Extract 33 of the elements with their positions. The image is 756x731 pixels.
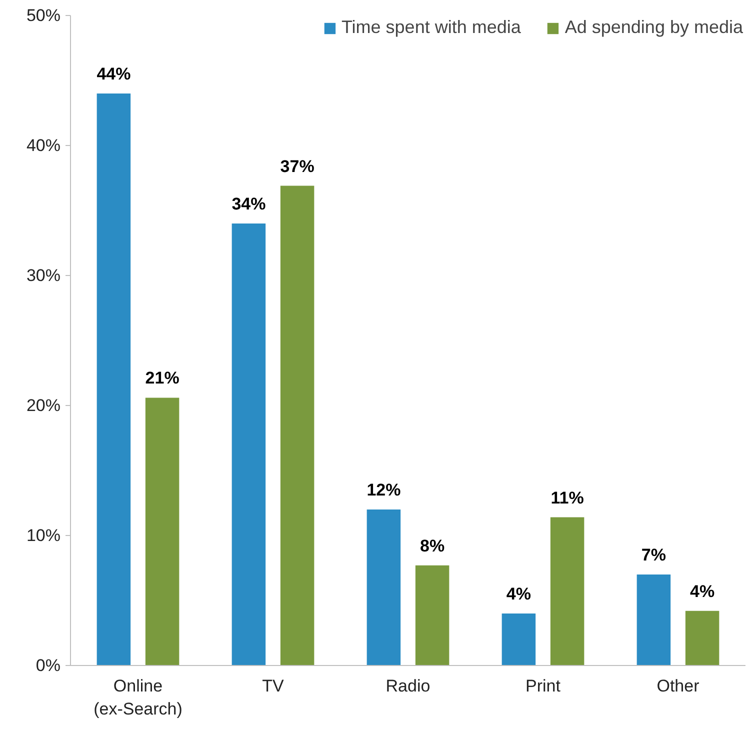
x-tick-label: TV [262, 676, 285, 696]
bar [685, 610, 720, 666]
bar [636, 574, 671, 666]
data-label: 11% [550, 488, 584, 508]
bar [502, 614, 536, 666]
data-label: 34% [232, 194, 266, 214]
y-tick-label: 30% [26, 266, 61, 285]
data-label: 44% [96, 64, 131, 84]
bar [550, 517, 584, 666]
legend-label: Ad spending by media [564, 17, 743, 38]
bar [232, 224, 266, 666]
data-label: 21% [145, 368, 180, 388]
y-tick-label: 10% [26, 526, 61, 545]
x-tick-label: Radio [386, 676, 430, 696]
y-tick-label: 0% [36, 656, 61, 675]
y-tick-label: 20% [26, 396, 61, 415]
bar [145, 398, 180, 666]
x-tick-label: Print [526, 676, 561, 696]
data-label: 7% [641, 546, 666, 564]
y-tick-label: 50% [26, 6, 61, 25]
x-tick-label: Other [656, 676, 700, 696]
bar [96, 94, 131, 666]
data-label: 4% [506, 584, 531, 604]
legend-label: Time spent with media [341, 17, 521, 38]
data-label: 8% [420, 536, 445, 556]
x-tick-label: Online (ex-Search) [94, 676, 182, 718]
data-label: 12% [366, 480, 401, 500]
data-label: 4% [690, 582, 715, 601]
data-label: 37% [280, 156, 314, 176]
bar [415, 565, 450, 666]
bar [366, 510, 401, 666]
bar [280, 186, 314, 666]
y-tick-label: 40% [26, 136, 61, 155]
